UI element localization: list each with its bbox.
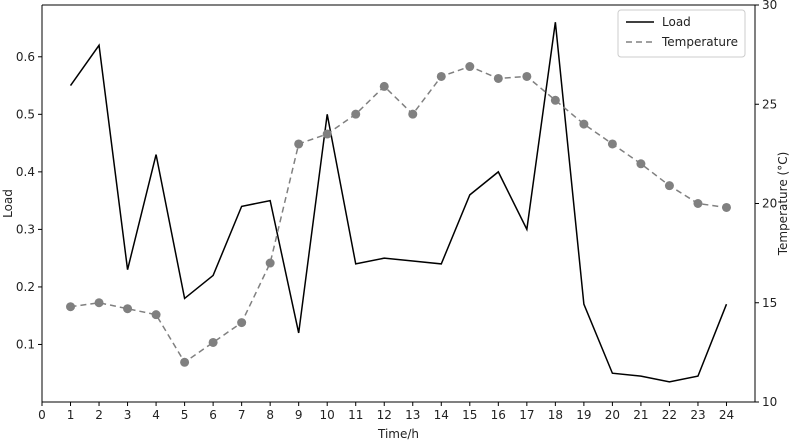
- legend-label-temperature: Temperature: [661, 35, 738, 49]
- temperature-point: [550, 95, 560, 105]
- temperature-point: [607, 139, 617, 149]
- temperature-point: [579, 119, 589, 129]
- x-tick-label: 9: [295, 408, 303, 422]
- temperature-point: [465, 62, 475, 72]
- x-tick-label: 2: [95, 408, 103, 422]
- x-tick-label: 23: [690, 408, 705, 422]
- temperature-point: [180, 357, 190, 367]
- temperature-point: [664, 181, 674, 191]
- x-tick-label: 24: [719, 408, 734, 422]
- temperature-point: [294, 139, 304, 149]
- temperature-point: [522, 71, 532, 81]
- temperature-point: [721, 202, 731, 212]
- x-tick-label: 7: [238, 408, 246, 422]
- x-tick-label: 10: [320, 408, 335, 422]
- series-layer: [66, 22, 731, 383]
- x-tick-label: 16: [491, 408, 506, 422]
- y-left-tick-label: 0.6: [16, 50, 35, 64]
- x-tick-label: 22: [662, 408, 677, 422]
- y-left-tick-label: 0.1: [16, 337, 35, 351]
- load-line: [69, 22, 728, 383]
- x-tick-label: 17: [519, 408, 534, 422]
- temperature-point: [94, 298, 104, 308]
- x-tick-label: 14: [434, 408, 449, 422]
- y-left-tick-label: 0.4: [16, 165, 35, 179]
- temperature-point: [66, 302, 76, 312]
- x-tick-label: 4: [152, 408, 160, 422]
- x-tick-label: 11: [348, 408, 363, 422]
- x-tick-label: 19: [576, 408, 591, 422]
- y-right-tick-label: 10: [762, 395, 777, 409]
- temperature-point: [493, 73, 503, 83]
- x-tick-label: 15: [462, 408, 477, 422]
- temperature-point: [123, 304, 133, 314]
- temperature-point: [322, 129, 332, 139]
- temperature-line: [70, 65, 727, 364]
- temperature-point: [151, 310, 161, 320]
- temperature-point: [351, 109, 361, 119]
- x-tick-label: 6: [209, 408, 217, 422]
- y-right-axis-title: Temperature (°C): [776, 152, 790, 257]
- x-tick-label: 8: [266, 408, 274, 422]
- y-right-tick-label: 15: [762, 296, 777, 310]
- legend-label-load: Load: [662, 15, 691, 29]
- x-tick-label: 20: [605, 408, 620, 422]
- y-left-tick-label: 0.2: [16, 280, 35, 294]
- temperature-point: [693, 199, 703, 208]
- x-tick-label: 5: [181, 408, 189, 422]
- x-tick-label: 3: [124, 408, 132, 422]
- temperature-point: [265, 258, 275, 268]
- y-left-tick-label: 0.3: [16, 222, 35, 236]
- x-tick-label: 18: [548, 408, 563, 422]
- legend: Load Temperature: [617, 9, 746, 58]
- x-tick-label: 13: [405, 408, 420, 422]
- temperature-point: [208, 337, 218, 347]
- temperature-point: [408, 109, 418, 119]
- y-left-axis-title: Load: [1, 189, 15, 218]
- x-tick-label: 12: [377, 408, 392, 422]
- x-tick-label: 0: [38, 408, 46, 422]
- y-left-tick-label: 0.5: [16, 107, 35, 121]
- temperature-point: [379, 81, 389, 91]
- y-right-tick-label: 25: [762, 97, 777, 111]
- x-tick-label: 21: [633, 408, 648, 422]
- x-axis-title: Time/h: [377, 427, 419, 441]
- y-right-tick-label: 30: [762, 0, 777, 12]
- temperature-point: [237, 318, 247, 328]
- temperature-point: [636, 159, 646, 169]
- x-tick-label: 1: [67, 408, 75, 422]
- temperature-point: [436, 71, 446, 81]
- y-right-tick-label: 20: [762, 197, 777, 211]
